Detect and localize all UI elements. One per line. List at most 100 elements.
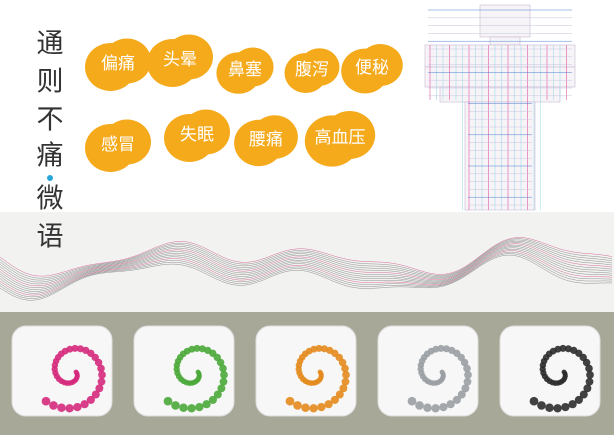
spiral-dot (463, 364, 471, 373)
blob (182, 109, 230, 155)
spiral-dot (585, 377, 594, 386)
title-char: 微 (37, 184, 64, 215)
figure-block (464, 101, 536, 211)
wave-panel (0, 212, 614, 312)
pillow (499, 325, 601, 417)
wave-line (0, 253, 613, 299)
wave-line (0, 242, 613, 285)
spiral-dot (219, 364, 227, 373)
spiral-dot (220, 371, 228, 379)
spiral-dot (415, 401, 424, 410)
wave-lines (0, 237, 613, 301)
spiral-dot (86, 395, 95, 404)
spiral-dot (202, 400, 211, 409)
spiral-dot (213, 390, 222, 399)
blob (324, 111, 376, 159)
symptom-label: 腹泻 (295, 60, 329, 80)
spiral-dot (49, 401, 58, 410)
wave-line (0, 250, 613, 296)
spiral-dot (464, 371, 472, 379)
spiral-dot (57, 403, 66, 413)
spiral-dot (309, 404, 318, 413)
spiral-dot (559, 344, 567, 352)
spiral-dot (217, 384, 226, 393)
wave-line (0, 247, 613, 292)
spiral-dot (208, 395, 217, 404)
spiral-dot (564, 345, 572, 353)
title-char: 不 (37, 105, 64, 136)
wave-line (0, 243, 613, 287)
title-char: 语 (37, 222, 64, 253)
spiral-dot (582, 358, 591, 367)
spiral-dot (457, 390, 466, 399)
spiral-dot (187, 404, 196, 413)
spiral-dot (317, 402, 326, 412)
spiral-dot (463, 377, 472, 386)
spiral-dot (179, 403, 188, 413)
spiral-dot (94, 358, 103, 367)
spiral-dot (338, 358, 347, 367)
spiral-dot (585, 364, 593, 373)
spiral-dot (97, 364, 105, 373)
pillows (11, 325, 601, 417)
symptom-label: 感冒 (101, 135, 135, 155)
symptom-label: 偏痛 (101, 54, 135, 74)
figure-block (424, 44, 576, 68)
spiral-dot (65, 404, 74, 413)
spiral-dot (461, 384, 470, 393)
spiral-dot (335, 390, 344, 399)
blob (358, 44, 403, 86)
blob (232, 47, 274, 87)
spiral-dot (198, 345, 206, 353)
spiral-dot (339, 384, 348, 393)
spiral-dot (423, 403, 432, 413)
spiral-dot (574, 395, 583, 404)
figure-block (479, 4, 531, 38)
symptom-label: 高血压 (315, 128, 366, 148)
spiral-dot (341, 364, 349, 373)
spiral-dot (219, 377, 228, 386)
spiral-dot (553, 404, 562, 413)
spiral-dot (216, 358, 225, 367)
spiral-dot (545, 403, 554, 413)
spiral-dot (568, 400, 577, 409)
spiral-dot (80, 400, 89, 409)
title-char: 则 (37, 67, 64, 98)
spiral-dot (583, 384, 592, 393)
spiral-dot (431, 404, 440, 413)
spiral-dot (97, 377, 106, 386)
symptom-label: 鼻塞 (228, 60, 262, 80)
spiral-dot (163, 396, 173, 406)
spiral-dot (537, 401, 546, 410)
pillow (11, 325, 113, 417)
spiral-dot (293, 401, 302, 410)
blob (103, 38, 151, 84)
blob (299, 48, 340, 86)
spiral-dot (76, 345, 84, 353)
pillow (377, 325, 479, 417)
spiral-dot (446, 400, 455, 409)
spiral-dot (324, 400, 333, 409)
symptom-label: 头晕 (163, 50, 197, 70)
symptom-label: 便秘 (355, 58, 389, 78)
wave-line (0, 239, 613, 281)
spiral-dot (442, 345, 450, 353)
spiral-dot (71, 344, 79, 352)
wave-line (0, 244, 613, 289)
title-char: 痛 (37, 141, 64, 172)
blob (251, 115, 298, 159)
wave-line (0, 238, 613, 279)
spiral-dot (460, 358, 469, 367)
spiral-dot (73, 402, 82, 412)
spiral-dot (41, 396, 51, 406)
figure-block (424, 66, 576, 88)
body-figure (424, 4, 576, 211)
spiral-dot (529, 396, 539, 406)
wave-line (0, 248, 613, 294)
spiral-dot (320, 345, 328, 353)
figure-block (439, 86, 561, 103)
